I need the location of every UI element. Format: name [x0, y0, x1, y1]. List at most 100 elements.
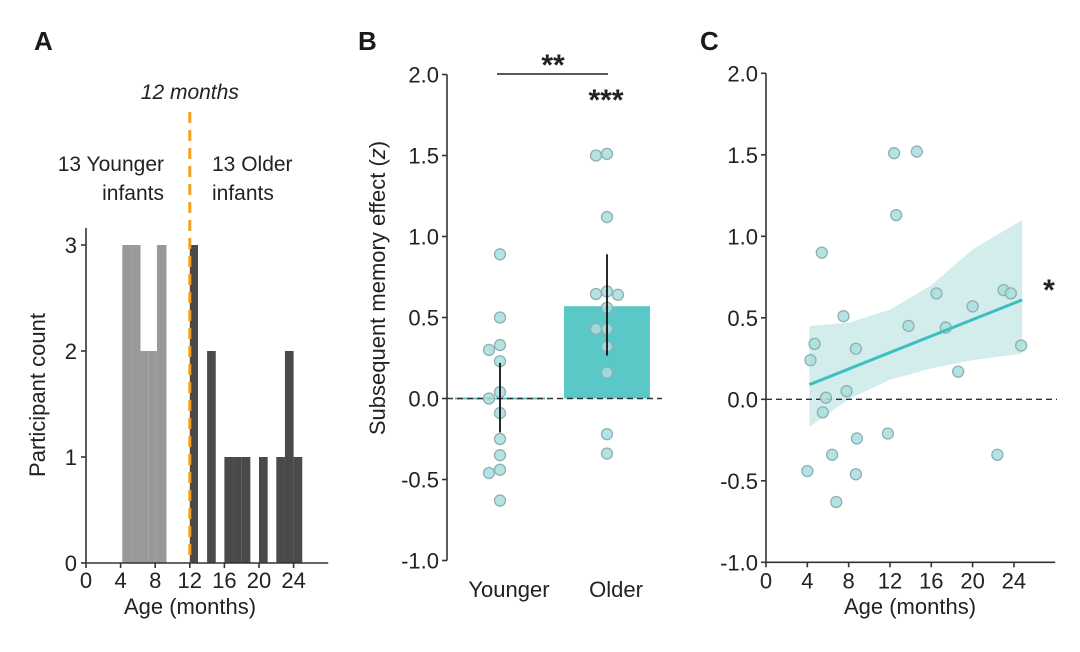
- scatter-point: [815, 246, 828, 259]
- scatter-point: [816, 406, 829, 419]
- x-tick-label: 8: [843, 568, 855, 593]
- y-tick-label: 1.5: [408, 144, 439, 169]
- y-tick-label: 2: [65, 339, 77, 364]
- scatter-point: [1004, 287, 1017, 300]
- older-significance-stars: ***: [588, 84, 623, 117]
- data-point-younger: [482, 466, 496, 480]
- younger-histogram-bar: [148, 351, 157, 563]
- data-point-older: [600, 210, 614, 224]
- scatter-point: [930, 287, 943, 300]
- x-tick-label: 4: [114, 568, 126, 593]
- younger-group-label-line2: infants: [102, 182, 164, 205]
- y-tick-label: 0.5: [408, 306, 439, 331]
- y-tick-label: 0.5: [727, 306, 758, 331]
- x-tick-label: 8: [149, 568, 161, 593]
- y-tick-label: 1.5: [727, 143, 758, 168]
- regression-significance-star: *: [1043, 274, 1055, 307]
- data-point-older: [600, 427, 614, 441]
- y-tick-label: 1: [65, 445, 77, 470]
- data-point-older: [589, 149, 603, 162]
- data-point-younger: [482, 392, 496, 405]
- scatter-point: [951, 365, 965, 378]
- scatter-point: [850, 432, 864, 445]
- scatter-point: [804, 354, 817, 367]
- histogram-bars: [122, 245, 303, 563]
- x-tick-label: 4: [801, 568, 813, 593]
- x-tick-label: 16: [212, 568, 236, 593]
- scatter-point: [991, 448, 1004, 461]
- older-histogram-bar: [259, 457, 268, 563]
- x-tick-label: 12: [178, 568, 202, 593]
- y-tick-label: 0.0: [727, 387, 758, 412]
- panel-b-axes: -1.0 -0.5 0.0 0.5 1.0 1.5 2.0 Younger Older: [401, 63, 643, 603]
- panel-a-y-axis-label: Participant count: [25, 313, 50, 477]
- scatter-point: [902, 319, 915, 333]
- scatter-point: [837, 310, 850, 323]
- panel-a-letter: A: [34, 26, 53, 56]
- panel-a-x-axis-label: Age (months): [124, 594, 256, 619]
- x-tick-label: 20: [960, 568, 984, 593]
- x-tick-label: 16: [919, 568, 943, 593]
- panel-c-letter: C: [700, 26, 719, 56]
- scatter-point: [801, 464, 814, 478]
- x-tick-label: 0: [80, 568, 92, 593]
- older-group-label-line1: 13 Older: [212, 153, 293, 176]
- confidence-band: [809, 220, 1023, 428]
- older-histogram-bar: [284, 351, 294, 563]
- y-tick-label: -0.5: [720, 469, 758, 494]
- younger-histogram-bar: [140, 351, 149, 563]
- y-tick-label: -0.5: [401, 468, 439, 493]
- older-histogram-bar: [224, 457, 234, 563]
- younger-histogram-bar: [156, 245, 167, 563]
- data-point-younger: [493, 494, 507, 507]
- individual-points: [482, 147, 625, 507]
- younger-histogram-bar: [131, 245, 141, 563]
- younger-group-label-line1: 13 Younger: [58, 153, 164, 176]
- scatter-point: [808, 337, 821, 351]
- y-tick-label: 0.0: [408, 387, 439, 412]
- y-axis-label-z: z: [365, 148, 390, 160]
- x-tick-label: 12: [878, 568, 902, 593]
- category-label-younger: Younger: [468, 577, 549, 602]
- scatter-point: [830, 495, 843, 509]
- scatter-points: [801, 145, 1028, 509]
- older-histogram-bar: [241, 457, 251, 563]
- younger-histogram-bar: [122, 245, 132, 563]
- y-tick-label: 1.0: [408, 225, 439, 250]
- data-point-older: [589, 322, 603, 335]
- scatter-point: [881, 427, 895, 440]
- scatter-point: [849, 468, 863, 481]
- x-tick-label: 0: [760, 568, 772, 593]
- scatter-point: [966, 300, 979, 313]
- y-tick-label: 3: [65, 233, 77, 258]
- y-axis-label-close: ): [365, 141, 390, 148]
- data-point-younger: [493, 248, 507, 261]
- scatter-point: [910, 145, 923, 158]
- scatter-point: [1015, 339, 1028, 352]
- comparison-significance-stars: **: [541, 49, 565, 82]
- data-point-older: [600, 366, 614, 379]
- data-point-younger: [482, 343, 496, 357]
- y-tick-label: 2.0: [408, 63, 439, 88]
- error-bars: [499, 254, 608, 433]
- y-tick-label: 0: [65, 551, 77, 576]
- x-tick-label: 24: [281, 568, 305, 593]
- data-point-younger: [493, 338, 507, 352]
- y-tick-label: 1.0: [727, 224, 758, 249]
- scatter-point: [890, 208, 903, 222]
- scatter-point: [840, 384, 853, 398]
- scatter-point: [887, 147, 901, 160]
- scatter-point: [849, 342, 863, 355]
- scatter-point: [825, 448, 839, 461]
- panel-b-bar-chart: ** *** -1.0 -0.5 0.0 0.5 1.0 1.5 2.0 Younger Old…: [365, 49, 662, 602]
- scatter-point: [819, 391, 833, 404]
- regression-line: [808, 298, 1023, 387]
- x-tick-label: 20: [247, 568, 271, 593]
- older-histogram-bar: [276, 457, 285, 563]
- data-point-younger: [493, 432, 507, 446]
- panel-b-y-axis-label: Subsequent memory effect (z): [365, 141, 390, 435]
- older-group-label-line2: infants: [212, 182, 274, 205]
- data-point-younger: [493, 449, 507, 462]
